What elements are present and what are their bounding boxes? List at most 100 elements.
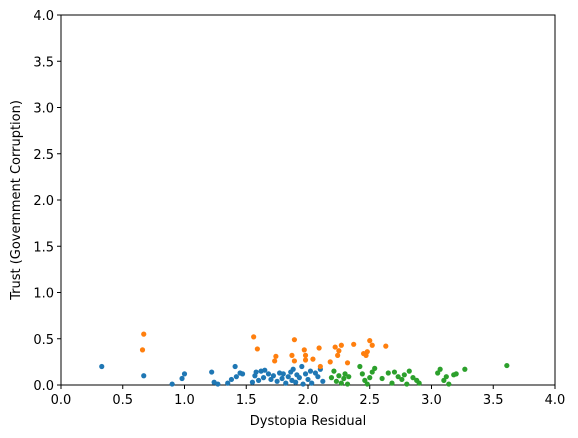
point <box>302 352 309 358</box>
point <box>342 371 348 377</box>
point <box>283 380 289 386</box>
point <box>336 373 342 379</box>
point <box>446 381 452 387</box>
point <box>401 372 407 378</box>
point <box>333 378 340 384</box>
point <box>372 365 378 371</box>
x-tick-label: 1.5 <box>236 393 257 408</box>
point <box>141 373 147 379</box>
point <box>262 367 268 373</box>
point <box>367 338 373 344</box>
point <box>302 357 309 363</box>
point <box>317 363 323 370</box>
point <box>443 374 449 380</box>
point <box>504 362 510 369</box>
point <box>289 352 295 358</box>
point <box>391 369 398 375</box>
point <box>364 381 370 387</box>
point <box>416 380 422 386</box>
point <box>369 369 375 375</box>
y-tick-label: 0.0 <box>33 379 54 394</box>
x-axis-label: Dystopia Residual <box>250 414 366 429</box>
point <box>301 347 307 353</box>
point <box>254 346 260 352</box>
x-tick-label: 3.0 <box>421 393 442 408</box>
point <box>307 368 314 374</box>
point <box>389 380 395 386</box>
point <box>335 352 341 358</box>
point <box>379 375 385 382</box>
point <box>181 371 188 377</box>
point <box>344 381 351 387</box>
point <box>139 347 146 353</box>
point <box>273 353 279 359</box>
point <box>344 360 351 366</box>
y-tick-label: 2.5 <box>33 148 54 163</box>
point <box>302 371 309 377</box>
point <box>332 344 338 350</box>
point <box>291 358 298 364</box>
point <box>437 366 443 372</box>
point <box>338 342 344 348</box>
y-tick-label: 3.0 <box>33 102 54 117</box>
point <box>462 366 468 372</box>
point <box>253 369 259 375</box>
point <box>256 377 262 383</box>
point <box>346 374 352 380</box>
y-tick-label: 3.5 <box>33 55 54 70</box>
point <box>328 375 335 381</box>
point <box>99 363 105 370</box>
point <box>406 368 412 374</box>
point <box>228 376 235 383</box>
point <box>293 379 299 385</box>
point <box>453 371 459 377</box>
point <box>369 342 375 348</box>
point <box>225 380 231 386</box>
y-tick-label: 1.0 <box>33 287 54 302</box>
point <box>316 345 322 351</box>
point <box>270 373 277 379</box>
point <box>179 375 185 382</box>
point <box>312 370 319 376</box>
point <box>399 376 405 383</box>
y-tick-label: 4.0 <box>33 9 54 24</box>
point <box>305 376 311 383</box>
point <box>383 343 389 349</box>
point <box>141 331 147 337</box>
point <box>209 369 215 375</box>
point <box>351 341 357 347</box>
point <box>395 374 401 380</box>
point <box>249 379 256 385</box>
x-tick-label: 1.0 <box>174 393 195 408</box>
point <box>385 370 391 376</box>
plot-frame <box>60 14 556 386</box>
point <box>441 377 447 383</box>
point <box>251 334 257 340</box>
x-tick-label: 2.0 <box>298 393 319 408</box>
point <box>233 374 239 380</box>
x-tick-label: 3.5 <box>483 393 504 408</box>
point <box>232 363 238 370</box>
point <box>362 377 368 383</box>
point <box>280 371 286 377</box>
point <box>291 337 298 343</box>
point <box>310 356 316 362</box>
point <box>274 378 280 384</box>
point <box>296 375 302 381</box>
point <box>338 380 344 386</box>
y-tick-label: 2.0 <box>33 194 54 209</box>
point <box>327 359 333 365</box>
point <box>320 378 326 384</box>
point <box>364 349 370 355</box>
point <box>309 380 315 386</box>
point <box>331 368 337 374</box>
point <box>169 381 175 387</box>
point <box>341 375 347 382</box>
point <box>279 375 285 382</box>
point <box>215 381 221 387</box>
point <box>265 371 272 377</box>
y-tick-label: 1.5 <box>33 240 54 255</box>
point <box>239 371 246 377</box>
point <box>367 375 373 381</box>
